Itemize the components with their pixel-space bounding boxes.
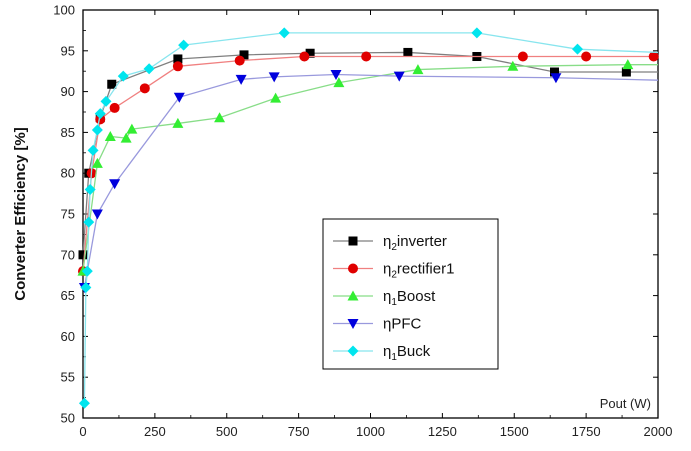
y-tick-label: 90	[61, 84, 75, 99]
data-point	[550, 73, 562, 84]
data-point	[172, 61, 183, 72]
y-tick-label: 55	[61, 370, 75, 385]
series-3	[78, 69, 659, 293]
series-4	[78, 27, 659, 409]
data-point	[173, 92, 185, 103]
data-point	[94, 108, 106, 120]
x-tick-label: 750	[288, 424, 310, 439]
legend-marker	[348, 263, 358, 274]
x-tick-label: 1500	[500, 424, 529, 439]
series-layer	[77, 27, 659, 409]
data-point	[239, 50, 249, 60]
data-point	[550, 67, 559, 77]
legend-label: η2rectifier1	[383, 261, 454, 281]
y-tick-label: 60	[61, 329, 75, 344]
data-point	[581, 51, 592, 62]
y-axis-label: Converter Efficiency [%]	[12, 127, 29, 300]
legend-label: η1Boost	[383, 288, 436, 308]
x-tick-label: 500	[216, 424, 238, 439]
y-tick-label: 85	[61, 125, 75, 140]
data-point	[139, 83, 150, 94]
y-tick-label: 75	[61, 207, 75, 222]
y-tick-label: 70	[61, 247, 75, 262]
data-point	[104, 130, 116, 141]
data-point	[91, 124, 103, 136]
data-point	[393, 71, 405, 82]
data-point	[80, 281, 92, 293]
legend-label: η1Buck	[383, 343, 431, 363]
data-point	[412, 64, 424, 75]
data-point	[78, 250, 88, 260]
data-point	[572, 43, 583, 55]
data-point	[621, 67, 631, 77]
legend-marker	[347, 319, 359, 329]
y-tick-label: 65	[61, 288, 75, 303]
data-point	[471, 27, 483, 39]
x-axis-label: Pout (W)	[600, 396, 651, 411]
data-point	[270, 92, 282, 103]
data-point	[172, 117, 184, 128]
data-point	[278, 27, 290, 39]
data-point	[109, 102, 120, 113]
x-tick-label: 1250	[428, 424, 457, 439]
series-line	[83, 73, 659, 288]
data-point	[81, 265, 93, 277]
data-point	[173, 54, 183, 64]
data-point	[117, 70, 129, 82]
data-point	[299, 51, 310, 62]
data-point	[100, 95, 112, 107]
legend-label: ηPFC	[383, 316, 422, 333]
y-tick-label: 100	[53, 3, 75, 18]
legend-item: η1Boost	[333, 288, 436, 308]
data-point	[361, 51, 372, 62]
series-2	[77, 59, 658, 276]
data-point	[91, 209, 103, 220]
x-tick-label: 250	[144, 424, 166, 439]
data-point	[235, 74, 247, 85]
data-point	[648, 51, 659, 62]
data-point	[268, 72, 280, 83]
x-tick-label: 2000	[644, 424, 673, 439]
legend: η2inverter η2rectifier1 η1Boost ηPFC η1Buck	[322, 218, 499, 370]
data-point	[78, 397, 90, 409]
data-point	[109, 179, 121, 190]
data-point	[87, 144, 99, 156]
legend-label: η2inverter	[383, 233, 447, 253]
legend-marker	[347, 345, 359, 357]
data-point	[95, 114, 106, 125]
y-tick-label: 50	[61, 411, 75, 426]
data-point	[330, 69, 342, 80]
data-point	[143, 63, 155, 75]
data-point	[178, 39, 190, 51]
legend-item: η2inverter	[333, 233, 447, 253]
data-point	[126, 123, 138, 134]
data-point	[517, 51, 528, 62]
x-tick-label: 1750	[572, 424, 601, 439]
data-point	[507, 60, 519, 71]
data-point	[234, 55, 245, 66]
data-point	[403, 47, 413, 57]
data-point	[333, 77, 345, 88]
legend-marker	[347, 290, 359, 301]
data-point	[107, 79, 117, 89]
axes: 0 250 500 750 1000 1250 1500 1750 2000 50 55 60 65 70…	[53, 3, 672, 440]
legend-item: η1Buck	[333, 343, 431, 363]
data-point	[91, 157, 103, 168]
x-tick-label: 1000	[356, 424, 385, 439]
data-point	[305, 48, 315, 58]
data-point	[83, 216, 95, 228]
data-point	[84, 184, 96, 196]
data-point	[120, 132, 132, 143]
data-point	[214, 112, 226, 123]
y-tick-label: 95	[61, 43, 75, 58]
legend-item: η2rectifier1	[333, 261, 454, 281]
series-line	[83, 32, 659, 404]
x-tick-label: 0	[79, 424, 86, 439]
legend-marker	[348, 236, 358, 246]
legend-item: ηPFC	[333, 316, 422, 333]
y-tick-label: 80	[61, 166, 75, 181]
data-point	[622, 59, 634, 70]
